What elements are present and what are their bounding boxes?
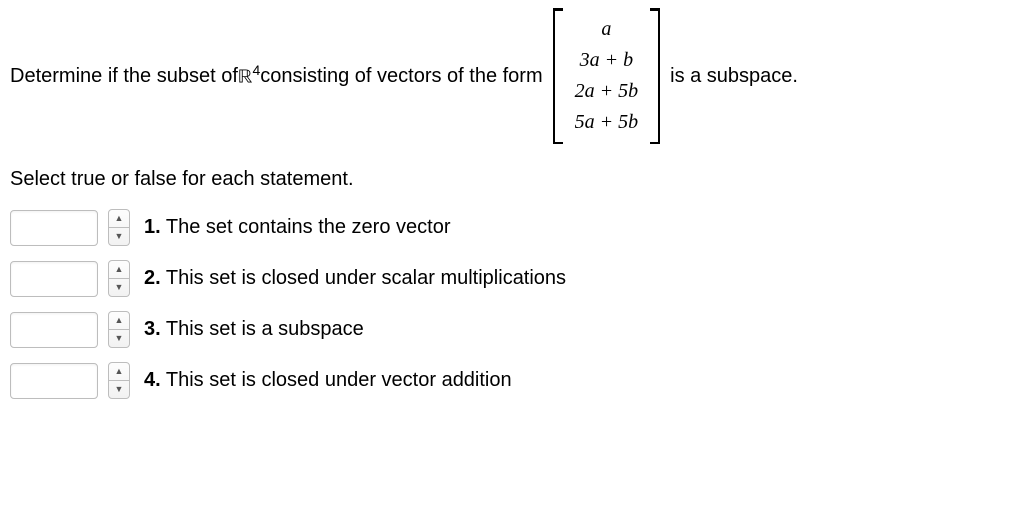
matrix-row: 3a + b: [575, 45, 639, 76]
statement-label: 2. This set is closed under scalar multi…: [144, 267, 566, 290]
question-prefix: Determine if the subset of: [10, 65, 238, 88]
statement-row: ▲ ▼ 3. This set is a subspace: [10, 311, 1014, 348]
statement-row: ▲ ▼ 4. This set is closed under vector a…: [10, 362, 1014, 399]
stepper-up-icon[interactable]: ▲: [109, 261, 129, 279]
matrix-column: a 3a + b 2a + 5b 5a + 5b: [563, 8, 651, 144]
instruction-text: Select true or false for each statement.: [10, 168, 1014, 191]
bracket-left: [549, 8, 563, 144]
stepper-down-icon[interactable]: ▼: [109, 279, 129, 296]
stepper-down-icon[interactable]: ▼: [109, 228, 129, 245]
question-line: Determine if the subset of ℝ4 consisting…: [10, 8, 1014, 144]
answer-stepper-1[interactable]: ▲ ▼: [108, 209, 130, 246]
statement-label: 4. This set is closed under vector addit…: [144, 369, 512, 392]
answer-select-3[interactable]: [10, 312, 98, 348]
answer-stepper-2[interactable]: ▲ ▼: [108, 260, 130, 297]
space-symbol: ℝ4: [238, 62, 260, 91]
stepper-up-icon[interactable]: ▲: [109, 210, 129, 228]
matrix-row: a: [575, 14, 639, 45]
stepper-up-icon[interactable]: ▲: [109, 312, 129, 330]
vector-matrix: a 3a + b 2a + 5b 5a + 5b: [549, 8, 665, 144]
answer-select-4[interactable]: [10, 363, 98, 399]
stepper-down-icon[interactable]: ▼: [109, 330, 129, 347]
statement-row: ▲ ▼ 2. This set is closed under scalar m…: [10, 260, 1014, 297]
question-mid: consisting of vectors of the form: [260, 65, 542, 88]
answer-select-2[interactable]: [10, 261, 98, 297]
matrix-row: 5a + 5b: [575, 107, 639, 138]
statement-row: ▲ ▼ 1. The set contains the zero vector: [10, 209, 1014, 246]
statement-label: 1. The set contains the zero vector: [144, 216, 450, 239]
bracket-right: [650, 8, 664, 144]
answer-select-1[interactable]: [10, 210, 98, 246]
stepper-down-icon[interactable]: ▼: [109, 381, 129, 398]
answer-stepper-4[interactable]: ▲ ▼: [108, 362, 130, 399]
answer-stepper-3[interactable]: ▲ ▼: [108, 311, 130, 348]
stepper-up-icon[interactable]: ▲: [109, 363, 129, 381]
question-suffix: is a subspace.: [670, 65, 798, 88]
statement-label: 3. This set is a subspace: [144, 318, 364, 341]
matrix-row: 2a + 5b: [575, 76, 639, 107]
